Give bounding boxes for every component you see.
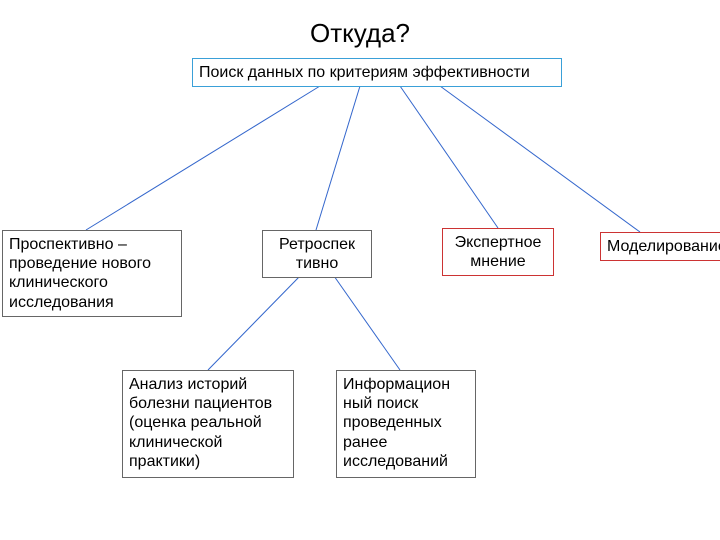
- node-prospective: Проспективно – проведение нового клиниче…: [2, 230, 182, 317]
- node-retrospective: Ретроспек тивно: [262, 230, 372, 278]
- node-modeling: Моделирование: [600, 232, 720, 261]
- node-root: Поиск данных по критериям эффективности: [192, 58, 562, 87]
- node-infosearch: Информацион ный поиск проведенных ранее …: [336, 370, 476, 478]
- diagram-title: Откуда?: [0, 18, 720, 49]
- node-expert: Экспертное мнение: [442, 228, 554, 276]
- node-analysis: Анализ историй болезни пациентов (оценка…: [122, 370, 294, 478]
